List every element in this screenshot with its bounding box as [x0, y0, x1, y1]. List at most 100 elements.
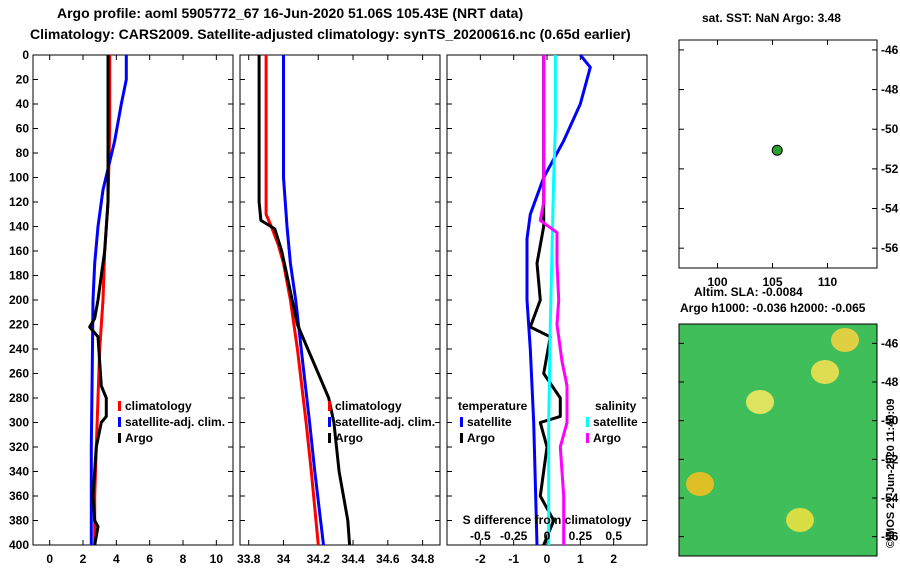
- sla-map-ytick-label: -56: [881, 530, 899, 544]
- difference-legend-temp-title: temperature: [458, 399, 528, 413]
- temperature-series-satellite-adj-clim-: [89, 55, 128, 545]
- temperature-xtick-label: 10: [210, 552, 224, 566]
- sla-anomaly-blob: [831, 328, 859, 352]
- temperature-ytick-label: 320: [9, 440, 29, 454]
- temperature-series-argo: [88, 55, 110, 546]
- location-map-xtick-label: 110: [818, 275, 838, 289]
- temperature-ytick-label: 180: [9, 269, 29, 283]
- sla-map-frame: [678, 323, 878, 557]
- location-map-ytick-label: -50: [881, 122, 899, 136]
- salinity-frame: [239, 54, 441, 546]
- sla-anomaly-blob: [746, 390, 774, 414]
- temperature-ytick-label: 360: [9, 489, 29, 503]
- temperature-xtick-label: 2: [80, 552, 87, 566]
- difference-series-temperature-satellite: [525, 54, 592, 546]
- difference-xtick-label: 0: [544, 552, 551, 566]
- sla-map-ytick-label: -52: [881, 452, 899, 466]
- temperature-ytick-label: 100: [9, 171, 29, 185]
- location-map-ytick-label: -48: [881, 83, 899, 97]
- temperature-legend-label: climatology: [125, 399, 192, 413]
- temperature-xtick-label: 8: [180, 552, 187, 566]
- difference-xtick-label: -1: [508, 552, 519, 566]
- difference-x2tick-label: 0.5: [605, 529, 622, 543]
- temperature-ytick-label: 140: [9, 220, 29, 234]
- temperature-ytick-label: 380: [9, 514, 29, 528]
- salinity-xtick-label: 34.4: [341, 552, 365, 566]
- temperature-ytick-label: 60: [16, 122, 30, 136]
- header-line2: Climatology: CARS2009. Satellite-adjuste…: [30, 26, 631, 42]
- salinity-legend-swatch: [328, 433, 331, 443]
- temperature-legend-label: satellite-adj. clim.: [125, 415, 225, 429]
- temperature-legend-swatch: [118, 401, 121, 411]
- header-line1: Argo profile: aoml 5905772_67 16-Jun-202…: [57, 5, 524, 21]
- difference-legend-temp-label: satellite: [467, 415, 512, 429]
- difference-legend-temp-swatch: [460, 433, 463, 443]
- difference-x2tick-label: -0.25: [500, 529, 528, 543]
- temperature-ytick-label: 40: [16, 97, 30, 111]
- difference-legend-temp-label: Argo: [467, 431, 495, 445]
- sla-label: Altim. SLA: -0.0084: [694, 285, 803, 299]
- difference-x2tick-label: 0: [544, 529, 551, 543]
- difference-legend-sal-swatch: [586, 417, 589, 427]
- sla-anomaly-blob: [786, 508, 814, 532]
- temperature-legend-label: Argo: [125, 431, 153, 445]
- temperature-ytick-label: 160: [9, 244, 29, 258]
- difference-legend-sal-label: Argo: [593, 431, 621, 445]
- temperature-xtick-label: 0: [46, 552, 53, 566]
- difference-xtick-label: 1: [577, 552, 584, 566]
- difference-legend-sal-title: salinity: [595, 399, 637, 413]
- temperature-xtick-label: 6: [146, 552, 153, 566]
- temperature-ytick-label: 300: [9, 416, 29, 430]
- sla-anomaly-blob: [686, 472, 714, 496]
- temperature-xtick-label: 4: [113, 552, 120, 566]
- temperature-ytick-label: 80: [16, 146, 30, 160]
- salinity-series-satellite-adj-clim-: [282, 55, 325, 546]
- salinity-legend-label: Argo: [335, 431, 363, 445]
- salinity-xtick-label: 34.6: [376, 552, 400, 566]
- difference-xtick-label: 2: [610, 552, 617, 566]
- salinity-legend-swatch: [328, 417, 331, 427]
- location-map-ytick-label: -46: [881, 43, 899, 57]
- temperature-ytick-label: 200: [9, 293, 29, 307]
- temperature-ytick-label: 280: [9, 391, 29, 405]
- sla-map-ytick-label: -50: [881, 414, 899, 428]
- temperature-ytick-label: 260: [9, 367, 29, 381]
- difference-legend-sal-label: satellite: [593, 415, 638, 429]
- temperature-legend-swatch: [118, 433, 121, 443]
- location-map-xtick-label: 105: [762, 275, 782, 289]
- sst-label: sat. SST: NaN Argo: 3.48: [702, 11, 841, 25]
- salinity-legend-swatch: [328, 401, 331, 411]
- difference-frame: [446, 54, 648, 546]
- temperature-ytick-label: 120: [9, 195, 29, 209]
- sla-map-background: [679, 324, 877, 556]
- temperature-ytick-label: 220: [9, 318, 29, 332]
- temperature-ytick-label: 240: [9, 342, 29, 356]
- sla-anomaly-blob: [811, 360, 839, 384]
- salinity-legend-label: satellite-adj. clim.: [335, 415, 435, 429]
- temperature-legend-swatch: [118, 417, 121, 427]
- salinity-xtick-label: 34.8: [411, 552, 435, 566]
- location-map-xtick-label: 100: [707, 275, 727, 289]
- sla-map-ytick-label: -46: [881, 336, 899, 350]
- location-map-ytick-label: -52: [881, 162, 899, 176]
- salinity-xtick-label: 34.2: [307, 552, 331, 566]
- sla-map-ytick-label: -54: [881, 491, 899, 505]
- salinity-legend-label: climatology: [335, 399, 402, 413]
- difference-series-temperature-argo: [528, 55, 562, 546]
- h-label: Argo h1000: -0.036 h2000: -0.065: [680, 301, 866, 315]
- difference-series-salinity-argo: [538, 55, 569, 545]
- location-map-ytick-label: -54: [881, 202, 899, 216]
- temperature-ytick-label: 20: [16, 73, 30, 87]
- location-map-ytick-label: -56: [881, 241, 899, 255]
- temperature-ytick-label: 340: [9, 465, 29, 479]
- temperature-ytick-label: 400: [9, 538, 29, 552]
- difference-xtick-label: -2: [475, 552, 486, 566]
- temperature-ytick-label: 0: [22, 48, 29, 62]
- difference-legend-sal-swatch: [586, 433, 589, 443]
- sla-map-ytick-label: -48: [881, 375, 899, 389]
- difference-x2tick-label: -0.5: [470, 529, 491, 543]
- difference-x2tick-label: 0.25: [569, 529, 593, 543]
- salinity-series-argo: [257, 55, 352, 546]
